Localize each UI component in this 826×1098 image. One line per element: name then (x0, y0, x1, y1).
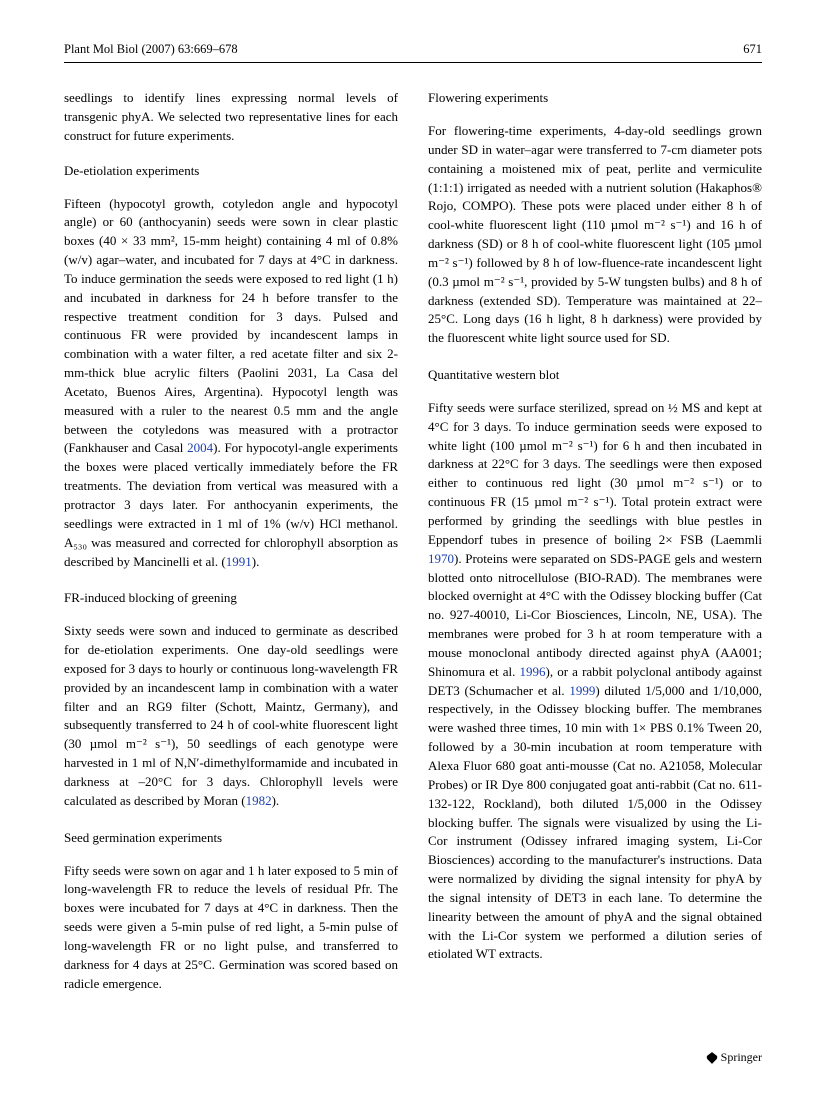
text-run: Sixty seeds were sown and induced to ger… (64, 623, 398, 808)
citation-year[interactable]: 1996 (519, 664, 545, 679)
text-run: Fifty seeds were surface sterilized, spr… (428, 400, 762, 547)
section-heading-deetiolation: De-etiolation experiments (64, 162, 398, 181)
seed-germination-paragraph: Fifty seeds were sown on agar and 1 h la… (64, 862, 398, 994)
section-heading-western-blot: Quantitative western blot (428, 366, 762, 385)
publisher-name: Springer (721, 1050, 762, 1064)
citation-year[interactable]: 1991 (226, 554, 252, 569)
text-run: ). Proteins were separated on SDS-PAGE g… (428, 551, 762, 679)
left-column: seedlings to identify lines expressing n… (64, 89, 398, 993)
text-run: Fifteen (hypocotyl growth, cotyledon ang… (64, 196, 398, 456)
publisher-footer: Springer (705, 1049, 762, 1066)
text-run: ). (252, 554, 260, 569)
right-column: Flowering experiments For flowering-time… (428, 89, 762, 993)
citation-year[interactable]: 1970 (428, 551, 454, 566)
running-header: Plant Mol Biol (2007) 63:669–678 671 (64, 40, 762, 58)
text-run: ). (272, 793, 280, 808)
page-number: 671 (743, 40, 762, 58)
text-run: ). For hypocotyl-angle experiments the b… (64, 440, 398, 568)
citation-year[interactable]: 2004 (187, 440, 213, 455)
two-column-body: seedlings to identify lines expressing n… (64, 89, 762, 993)
section-heading-flowering: Flowering experiments (428, 89, 762, 108)
text-run: ) diluted 1/5,000 and 1/10,000, respecti… (428, 683, 762, 962)
section-heading-seed-germination: Seed germination experiments (64, 829, 398, 848)
continuation-paragraph: seedlings to identify lines expressing n… (64, 89, 398, 146)
section-heading-fr-blocking: FR-induced blocking of greening (64, 589, 398, 608)
journal-citation: Plant Mol Biol (2007) 63:669–678 (64, 40, 238, 58)
western-blot-paragraph: Fifty seeds were surface sterilized, spr… (428, 399, 762, 964)
fr-blocking-paragraph: Sixty seeds were sown and induced to ger… (64, 622, 398, 810)
deetiolation-paragraph: Fifteen (hypocotyl growth, cotyledon ang… (64, 195, 398, 572)
flowering-paragraph: For flowering-time experiments, 4-day-ol… (428, 122, 762, 348)
springer-logo-icon (705, 1051, 719, 1065)
citation-year[interactable]: 1982 (246, 793, 272, 808)
header-rule (64, 62, 762, 63)
citation-year[interactable]: 1999 (569, 683, 595, 698)
